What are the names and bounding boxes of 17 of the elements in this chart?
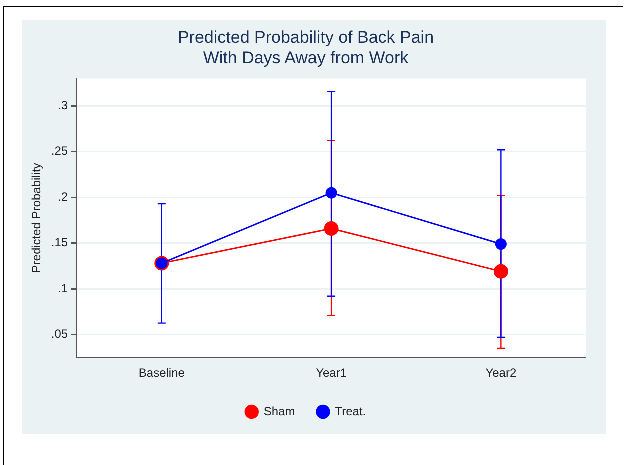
- legend-label: Sham: [264, 404, 296, 418]
- y-tick-label: .25: [51, 144, 68, 158]
- chart-title: Predicted Probability of Back Pain With Days Away from Work: [178, 28, 434, 68]
- point: [326, 187, 338, 199]
- legend-label: Treat.: [335, 404, 366, 418]
- x-tick-label: Year1: [316, 366, 348, 380]
- point: [495, 238, 507, 250]
- x-tick-label: Year2: [486, 366, 517, 380]
- y-tick-label: .1: [58, 281, 68, 296]
- point: [494, 264, 508, 279]
- point: [324, 221, 339, 236]
- x-tick-label: Baseline: [138, 366, 186, 380]
- y-tick-label: .05: [51, 327, 68, 342]
- y-tick-label: .2: [58, 190, 68, 204]
- y-tick-label: .3: [58, 98, 68, 113]
- y-axis-title: Predicted Probability: [30, 163, 44, 274]
- y-tick-label: .15: [51, 236, 68, 250]
